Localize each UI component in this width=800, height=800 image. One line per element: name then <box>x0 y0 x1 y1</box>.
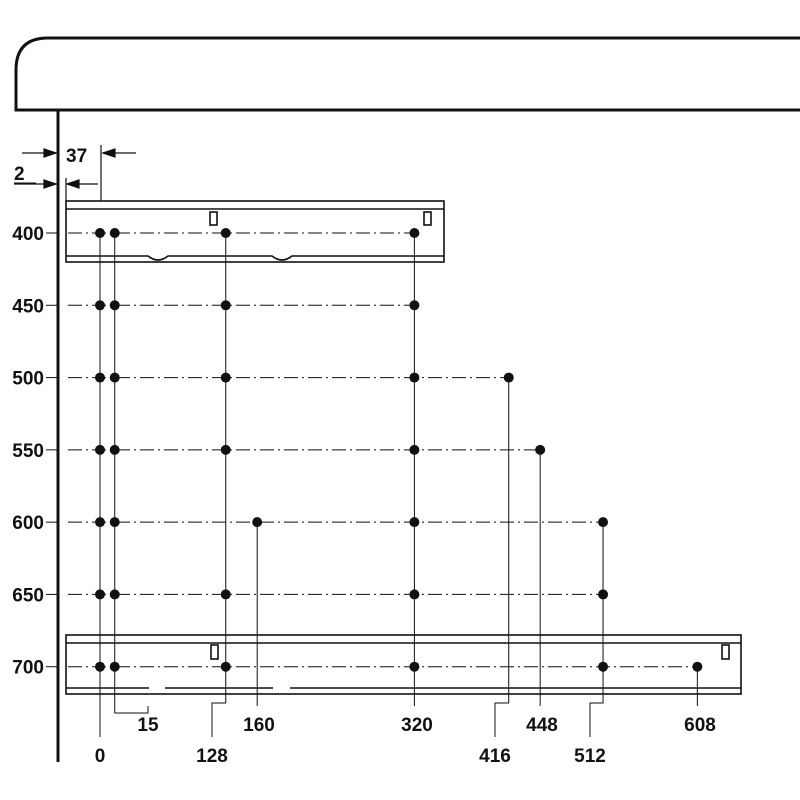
hole-550-448 <box>535 444 546 455</box>
hole-650-15 <box>109 589 120 600</box>
hole-550-0 <box>95 444 105 455</box>
hole-450-0 <box>95 300 105 311</box>
hole-600-320 <box>409 517 420 528</box>
dimension-37 <box>22 145 136 233</box>
row-label-700: 700 <box>12 658 44 679</box>
hole-500-0 <box>95 372 105 383</box>
dimension-37-label: 37 <box>66 146 87 167</box>
column-label-608: 608 <box>684 715 716 736</box>
hole-650-0 <box>95 589 105 600</box>
column-label-448: 448 <box>526 715 558 736</box>
hole-400-128 <box>220 228 231 238</box>
hole-550-320 <box>409 444 420 455</box>
hole-650-128 <box>220 589 231 600</box>
column-label-512: 512 <box>574 746 606 767</box>
hole-500-15 <box>109 372 120 383</box>
leader-line-15 <box>114 233 149 714</box>
hole-700-608 <box>692 661 703 672</box>
leader-line-512 <box>589 522 604 737</box>
hole-500-320 <box>409 372 420 383</box>
countertop <box>14 36 800 112</box>
hole-500-128 <box>220 372 231 383</box>
column-label-0: 0 <box>95 746 106 767</box>
hole-700-128 <box>220 661 231 672</box>
hole-500-416 <box>503 372 514 383</box>
hole-700-512 <box>598 661 609 672</box>
column-label-15: 15 <box>137 715 159 736</box>
hole-450-128 <box>220 300 231 311</box>
dimension-2 <box>14 178 98 203</box>
leader-line-128 <box>211 233 227 737</box>
column-label-160: 160 <box>243 715 275 736</box>
hole-550-128 <box>220 444 231 455</box>
hole-550-15 <box>109 444 120 455</box>
row-label-450: 450 <box>12 296 44 317</box>
leader-line-416 <box>494 377 510 737</box>
hole-650-320 <box>409 589 420 600</box>
row-label-500: 500 <box>12 369 44 390</box>
hole-600-15 <box>109 517 120 528</box>
row-label-600: 600 <box>12 513 44 534</box>
hole-450-320 <box>409 300 420 311</box>
hole-700-15 <box>109 661 120 672</box>
hole-400-320 <box>409 228 420 238</box>
runner-top <box>65 200 445 263</box>
dimension-2-label: 2 <box>14 164 25 185</box>
column-label-320: 320 <box>401 715 433 736</box>
hole-700-0 <box>95 661 105 672</box>
column-label-416: 416 <box>479 746 511 767</box>
hole-600-512 <box>598 517 609 528</box>
hole-600-160 <box>252 517 263 528</box>
row-label-650: 650 <box>12 585 44 606</box>
hole-600-0 <box>95 517 105 528</box>
row-label-400: 400 <box>12 224 44 245</box>
column-label-128: 128 <box>196 746 228 767</box>
hole-450-15 <box>109 300 120 311</box>
hole-650-512 <box>598 589 609 600</box>
hole-400-15 <box>109 228 120 238</box>
runner-bottom <box>65 634 742 695</box>
hole-700-320 <box>409 661 420 672</box>
row-label-550: 550 <box>12 441 44 462</box>
hole-400-0 <box>95 228 105 238</box>
